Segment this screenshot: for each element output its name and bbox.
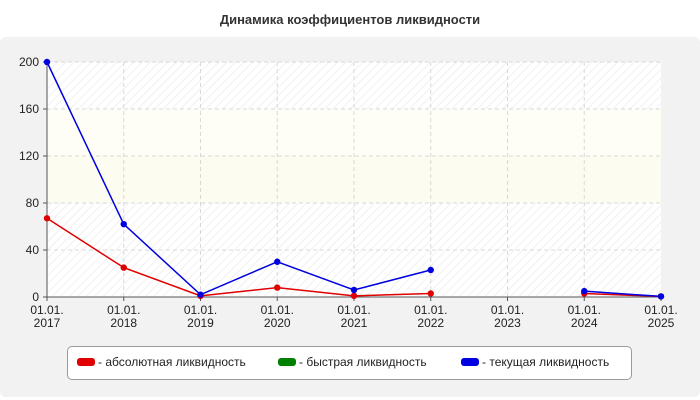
x-tick-label: 01.01. 2017 <box>30 303 63 330</box>
legend-swatch-current <box>461 358 479 366</box>
data-point[interactable] <box>43 215 51 222</box>
legend-item-absolute[interactable]: - абсолютная ликвидность <box>77 355 246 369</box>
legend-swatch-absolute <box>77 358 95 366</box>
y-tick-label: 160 <box>19 102 39 116</box>
legend-label-absolute: - абсолютная ликвидность <box>98 355 246 369</box>
gridlines <box>47 61 661 297</box>
legend-label-current: - текущая ликвидность <box>482 355 610 369</box>
legend-swatch-quick <box>278 358 296 366</box>
series-layer <box>43 58 665 300</box>
x-tick-label: 01.01. 2021 <box>337 303 370 330</box>
x-tick-label: 01.01. 2019 <box>184 303 217 330</box>
legend-item-current[interactable]: - текущая ликвидность <box>461 355 609 369</box>
x-tick-label: 01.01. 2025 <box>644 303 677 330</box>
x-tick-label: 01.01. 2022 <box>414 303 447 330</box>
data-point[interactable] <box>581 287 588 295</box>
data-point[interactable] <box>427 266 434 274</box>
x-tick-label: 01.01. 2018 <box>107 303 140 330</box>
data-point[interactable] <box>274 258 281 265</box>
y-tick-label: 0 <box>32 290 39 304</box>
series-line <box>46 217 431 297</box>
series-line <box>46 61 431 296</box>
x-tick-label: 01.01. 2023 <box>491 303 524 330</box>
y-tick-label: 120 <box>19 149 39 163</box>
series-2 <box>43 58 665 300</box>
data-point[interactable] <box>43 58 51 66</box>
legend-label-quick: - быстрая ликвидность <box>299 355 427 369</box>
data-point[interactable] <box>197 291 204 298</box>
data-point[interactable] <box>274 284 281 291</box>
x-tick-label: 01.01. 2024 <box>568 303 601 330</box>
data-point[interactable] <box>427 290 434 297</box>
data-point[interactable] <box>657 293 665 300</box>
y-tick-label: 200 <box>19 55 39 69</box>
series-line <box>584 290 662 298</box>
data-point[interactable] <box>350 292 358 300</box>
data-point[interactable] <box>120 220 127 228</box>
y-tick-label: 40 <box>26 243 40 257</box>
legend: - абсолютная ликвидность - быстрая ликви… <box>67 346 632 380</box>
x-tick-label: 01.01. 2020 <box>261 303 294 330</box>
chart-title: Динамика коэффициентов ликвидности <box>219 12 481 27</box>
data-point[interactable] <box>350 286 358 294</box>
x-axis-ticks: 01.01. 2017 01.01. 2018 01.01. 2019 01.01. 2020… <box>30 297 678 330</box>
y-tick-label: 80 <box>26 196 40 210</box>
legend-item-quick[interactable]: - быстрая ликвидность <box>278 355 427 369</box>
data-point[interactable] <box>120 264 127 271</box>
y-axis-ticks: 0 40 80 120 160 200 <box>19 55 47 304</box>
